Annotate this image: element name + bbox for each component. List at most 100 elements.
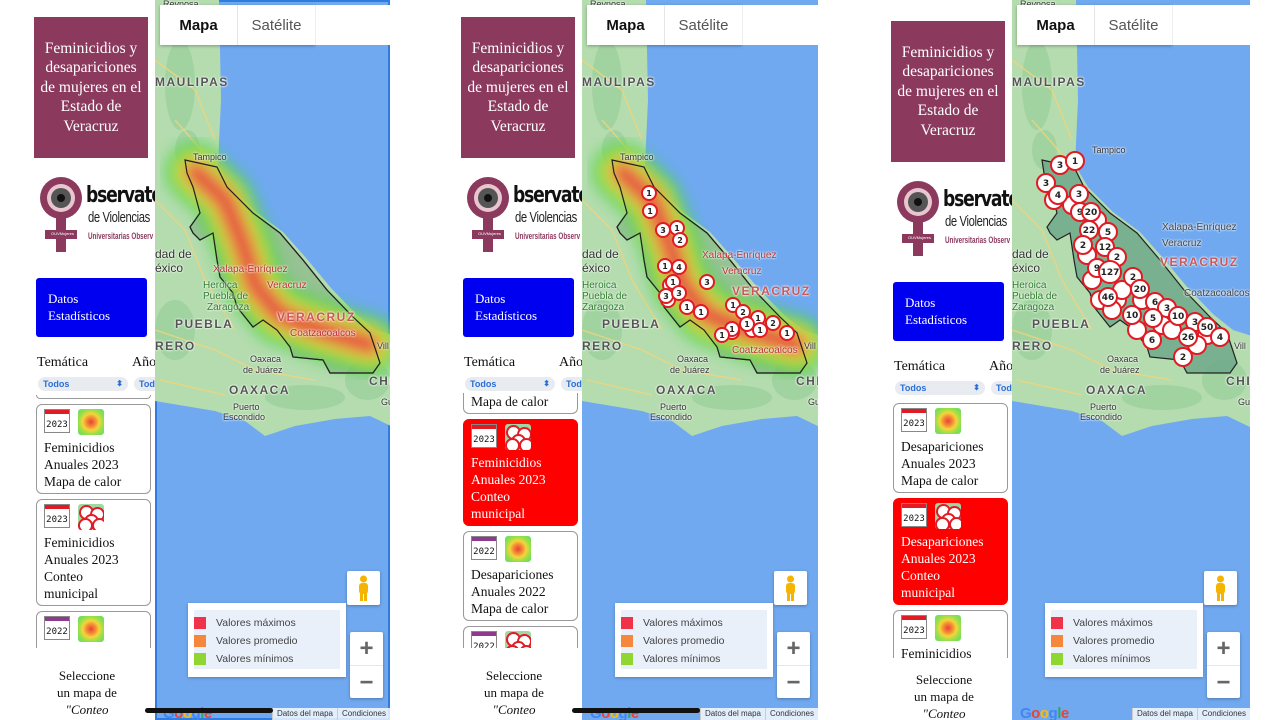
count-marker[interactable]: 4 (1210, 327, 1230, 347)
count-marker[interactable]: 1 (779, 325, 795, 341)
map-type-mapa-button[interactable]: Mapa (587, 5, 665, 45)
map-canvas[interactable] (155, 0, 390, 720)
count-marker[interactable]: 26 (1178, 327, 1198, 347)
home-indicator[interactable] (572, 708, 700, 713)
count-marker[interactable]: 50 (1197, 317, 1217, 337)
anio-select[interactable]: Tod (134, 377, 155, 391)
observatorio-logo: bservatoride Violencias Universitarias Ob… (463, 175, 582, 255)
marker-count-thumbnail-icon (505, 424, 531, 450)
count-marker[interactable]: 3 (658, 288, 674, 304)
zoom-out-button[interactable]: − (359, 668, 374, 696)
card-text-line: Mapa de calor (44, 474, 122, 489)
map-card[interactable]: 2023 Desapariciones Anuales 2023 Mapa de ca… (893, 403, 1008, 493)
map-data-link[interactable]: Datos del mapa (271, 708, 337, 720)
count-marker[interactable]: 1 (739, 316, 755, 332)
count-marker[interactable]: 1 (657, 258, 673, 274)
count-marker[interactable]: 1 (641, 185, 657, 201)
terms-link[interactable]: Condiciones (1196, 708, 1250, 720)
map-type-satelite-button[interactable]: Satélite (1108, 16, 1159, 34)
map-card-selected[interactable]: 2023 Feminicidios Anuales 2023 Conteo munici… (463, 419, 578, 526)
zoom-out-button[interactable]: − (786, 668, 801, 696)
card-text-line: Feminicidios (901, 646, 972, 658)
count-marker[interactable]: 6 (1142, 330, 1162, 350)
count-marker[interactable]: 46 (1098, 287, 1118, 307)
datos-estadisticos-button[interactable]: Datos Estadísticos (36, 278, 147, 337)
map-type-mapa-button[interactable]: Mapa (160, 5, 238, 45)
calendar-header (902, 409, 926, 413)
count-marker[interactable]: 2 (672, 232, 688, 248)
home-indicator[interactable] (145, 708, 273, 713)
map-data-link[interactable]: Datos del mapa (1131, 708, 1197, 720)
datos-estadisticos-button[interactable]: Datos Estadísticos (463, 278, 574, 337)
count-marker[interactable]: 1 (752, 322, 768, 338)
terms-link[interactable]: Condiciones (764, 708, 818, 720)
count-marker[interactable]: 20 (1130, 279, 1150, 299)
map-card-list[interactable]: Mapa de calor 2023 Feminicidios Anuales 202… (463, 393, 578, 648)
tematica-select[interactable]: Todos ⬍ (38, 377, 128, 391)
map-card[interactable]: 2022 Desapariciones (36, 611, 151, 648)
count-marker[interactable]: 4 (671, 259, 687, 275)
marker-count: 1 (646, 189, 652, 198)
marker-count: 1 (729, 325, 735, 334)
street-view-pegman-button[interactable] (1204, 571, 1237, 605)
map-card[interactable]: 2022 Desapariciones Anuales 2022 Mapa de ca… (463, 531, 578, 621)
count-marker[interactable]: 10 (1122, 305, 1142, 325)
count-marker[interactable]: 3 (655, 222, 671, 238)
zoom-out-button[interactable]: − (1216, 668, 1231, 696)
count-marker[interactable]: 3 (699, 274, 715, 290)
map-card[interactable]: Mapa de calor (463, 393, 578, 414)
count-marker[interactable]: 3 (1036, 173, 1056, 193)
count-marker[interactable]: 127 (1098, 260, 1122, 284)
map-card[interactable] (36, 395, 151, 399)
tematica-select[interactable]: Todos ⬍ (895, 381, 985, 395)
zoom-in-button[interactable]: + (1207, 632, 1240, 666)
legend-item: Valores mínimos (194, 653, 293, 665)
count-marker[interactable]: 2 (1073, 235, 1093, 255)
count-marker[interactable]: 1 (679, 299, 695, 315)
map-type-mapa-button[interactable]: Mapa (1017, 5, 1095, 45)
google-logo-letter: e (1060, 705, 1069, 720)
calendar-icon: 2023 (901, 503, 927, 527)
map-label-villahermosa: Vill (377, 341, 389, 351)
map-type-satelite-button[interactable]: Satélite (678, 16, 729, 34)
map-card-selected[interactable]: 2023 Desapariciones Anuales 2023 Conteo muni… (893, 498, 1008, 605)
map-type-satelite-button[interactable]: Satélite (251, 16, 302, 34)
street-view-pegman-button[interactable] (774, 571, 807, 605)
count-marker[interactable]: 3 (1069, 184, 1089, 204)
map-card[interactable]: 2023 Feminicidios Anuales 2023 Mapa de calo… (36, 404, 151, 494)
map-card[interactable]: 2023 Feminicidios Anuales 2023 Conteo munici… (36, 499, 151, 606)
count-marker[interactable]: 1 (693, 304, 709, 320)
terms-link[interactable]: Condiciones (336, 708, 390, 720)
count-marker[interactable]: 3 (671, 285, 687, 301)
anio-select[interactable]: Tod (561, 377, 582, 391)
tematica-select[interactable]: Todos ⬍ (465, 377, 555, 391)
marker-count: 3 (1192, 318, 1198, 328)
map-card-list[interactable]: 2023 Desapariciones Anuales 2023 Mapa de ca… (893, 403, 1008, 658)
zoom-in-button[interactable]: + (350, 632, 383, 666)
count-marker[interactable]: 5 (1143, 308, 1163, 328)
count-marker[interactable]: 1 (642, 203, 658, 219)
map-label-cdmx-2: éxico (1012, 261, 1041, 275)
count-marker[interactable]: 4 (1048, 185, 1068, 205)
terrain-patch (1012, 300, 1052, 360)
street-view-pegman-button[interactable] (347, 571, 380, 605)
marker-count: 3 (1057, 161, 1063, 171)
map-card[interactable]: 2023 Feminicidios (893, 610, 1008, 658)
count-marker[interactable]: 2 (1173, 347, 1193, 367)
count-marker[interactable]: 2 (765, 315, 781, 331)
map-card[interactable]: 2022 (463, 626, 578, 648)
map-card-list[interactable]: 2023 Feminicidios Anuales 2023 Mapa de calo… (36, 395, 151, 648)
anio-select[interactable]: Tod (991, 381, 1012, 395)
count-marker[interactable]: 10 (1168, 306, 1188, 326)
zoom-in-button[interactable]: + (777, 632, 810, 666)
count-marker[interactable]: 1 (1065, 151, 1085, 171)
marker-count: 1 (730, 301, 736, 310)
count-marker[interactable]: 1 (714, 327, 730, 343)
map-label-tampico: Tampico (620, 152, 654, 162)
datos-estadisticos-button[interactable]: Datos Estadísticos (893, 282, 1004, 341)
map-data-link[interactable]: Datos del mapa (699, 708, 765, 720)
count-marker[interactable]: 20 (1081, 202, 1101, 222)
